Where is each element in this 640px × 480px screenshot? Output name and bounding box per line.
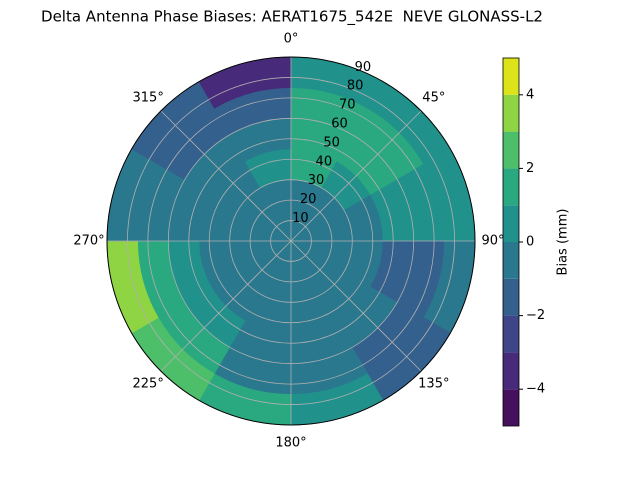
radial-tick-label: 40 bbox=[316, 154, 333, 169]
radial-tick-label: 70 bbox=[339, 98, 356, 113]
colorbar-tick-label: 2 bbox=[526, 161, 534, 176]
colorbar-band bbox=[503, 94, 519, 132]
angle-tick-label: 0° bbox=[284, 32, 299, 47]
radial-tick-label: 90 bbox=[355, 60, 372, 75]
colorbar-tick-label: 0 bbox=[526, 235, 534, 250]
colorbar-band bbox=[503, 242, 519, 279]
chart-title: Delta Antenna Phase Biases: AERAT1675_54… bbox=[41, 8, 543, 27]
angle-tick-label: 315° bbox=[133, 91, 164, 106]
colorbar-label: Bias (mm) bbox=[556, 209, 571, 276]
angle-tick-label: 45° bbox=[422, 91, 445, 106]
angle-tick-label: 90° bbox=[481, 234, 504, 249]
colorbar-band bbox=[503, 278, 519, 316]
colorbar-band bbox=[503, 131, 519, 169]
radial-tick-label: 50 bbox=[323, 135, 340, 150]
colorbar-tick-label: −2 bbox=[526, 308, 545, 323]
radial-tick-label: 10 bbox=[292, 211, 309, 226]
colorbar-band bbox=[503, 205, 519, 242]
colorbar-band bbox=[503, 58, 519, 95]
colorbar-tick-label: 4 bbox=[526, 87, 534, 102]
colorbar-band bbox=[503, 168, 519, 206]
radial-tick-label: 20 bbox=[300, 192, 317, 207]
colorbar-band bbox=[503, 315, 519, 353]
angle-tick-label: 180° bbox=[275, 436, 306, 451]
grid-spoke bbox=[160, 240, 292, 372]
radial-tick-label: 60 bbox=[331, 116, 348, 131]
grid-spoke bbox=[290, 240, 422, 372]
grid-spoke bbox=[160, 110, 292, 242]
angle-tick-label: 270° bbox=[73, 234, 104, 249]
colorbar-band bbox=[503, 389, 519, 426]
radial-tick-label: 80 bbox=[347, 79, 364, 94]
radial-tick-label: 30 bbox=[308, 173, 325, 188]
angle-tick-label: 225° bbox=[133, 376, 164, 391]
angle-tick-label: 135° bbox=[418, 376, 449, 391]
polar-frame bbox=[106, 56, 476, 426]
colorbar-tick-label: −4 bbox=[526, 382, 545, 397]
grid-spoke bbox=[290, 110, 422, 242]
colorbar-band bbox=[503, 352, 519, 390]
